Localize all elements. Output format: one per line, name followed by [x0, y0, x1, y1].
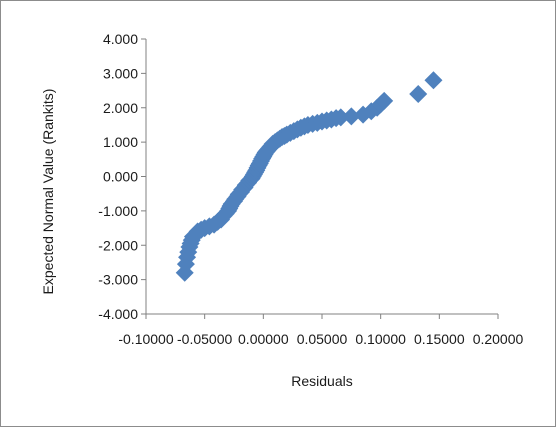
y-tick-label: 0.000: [103, 169, 138, 185]
x-tick-label: 0.15000: [414, 331, 465, 347]
y-tick-label: 3.000: [103, 65, 138, 81]
data-point: [424, 71, 443, 90]
x-tick-label: 0.10000: [355, 331, 406, 347]
data-point: [375, 91, 394, 110]
x-tick-label: -0.05000: [177, 331, 232, 347]
x-axis-ticks: -0.10000 -0.05000 0.00000 0.05000 0.10000 0.1…: [118, 314, 524, 347]
y-tick-label: 2.000: [103, 100, 138, 116]
data-point: [409, 85, 428, 103]
y-tick-label: -2.000: [98, 237, 138, 253]
y-tick-label: -1.000: [98, 203, 138, 219]
y-axis-title: Expected Normal Value (Rankits): [40, 89, 56, 295]
y-tick-label: 4.000: [103, 31, 138, 47]
x-tick-label: 0.00000: [238, 331, 289, 347]
y-axis-ticks: -4.000 -3.000 -2.000 -1.000 0.000 1.000 2.000 3…: [98, 31, 146, 322]
y-tick-label: -3.000: [98, 272, 138, 288]
y-tick-label: 1.000: [103, 134, 138, 150]
x-axis-title: Residuals: [291, 373, 352, 389]
x-tick-label: 0.05000: [297, 331, 348, 347]
data-point: [342, 107, 361, 126]
x-tick-label: 0.20000: [473, 331, 524, 347]
y-tick-label: -4.000: [98, 306, 138, 322]
points-layer: [175, 71, 443, 282]
x-tick-label: -0.10000: [118, 331, 173, 347]
data-point: [331, 108, 350, 127]
